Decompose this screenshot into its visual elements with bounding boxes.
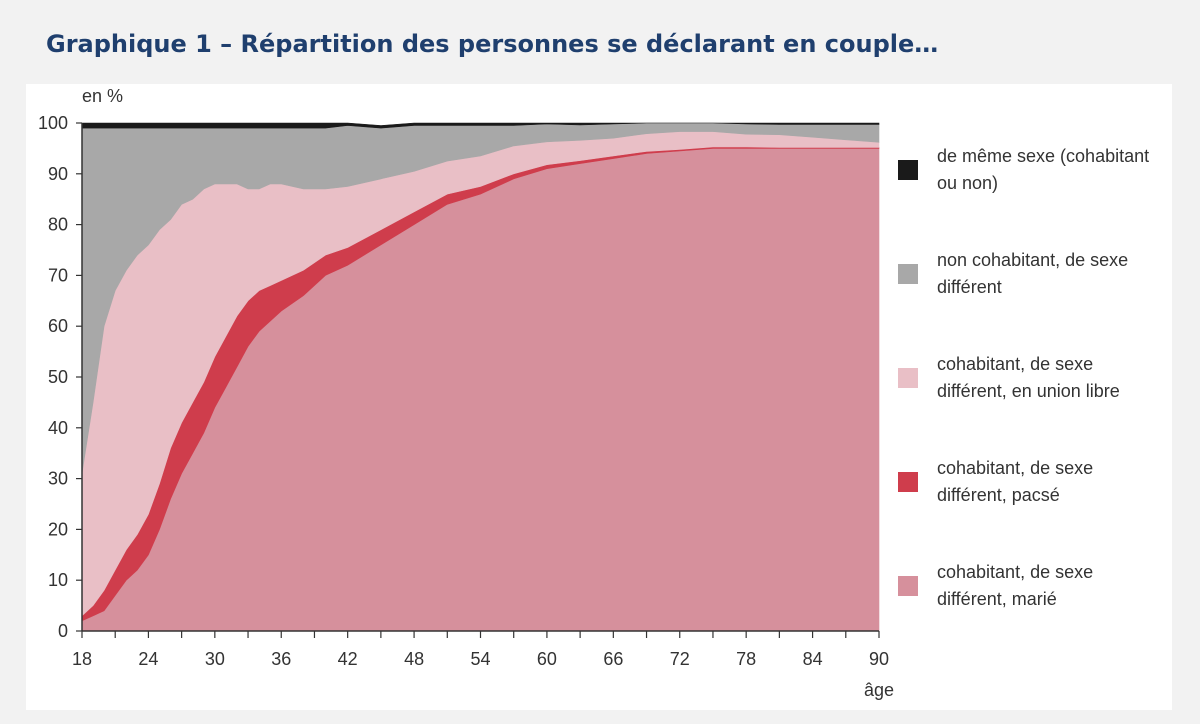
legend-swatch: [898, 160, 918, 180]
legend-item: cohabitant, de sexe différent, en union l…: [898, 354, 1120, 401]
y-tick-label: 10: [48, 570, 68, 590]
legend-swatch: [898, 264, 918, 284]
y-tick-label: 50: [48, 367, 68, 387]
legend-item: de même sexe (cohabitant ou non): [898, 146, 1149, 193]
x-tick-label: 36: [271, 649, 291, 669]
x-tick-label: 18: [72, 649, 92, 669]
x-tick-label: 72: [670, 649, 690, 669]
chart-legend: de même sexe (cohabitant ou non) non cohab…: [898, 146, 1149, 609]
y-tick-label: 80: [48, 215, 68, 235]
legend-label: différent, pacsé: [937, 485, 1060, 505]
x-tick-label: 78: [736, 649, 756, 669]
x-tick-label: 48: [404, 649, 424, 669]
x-tick-label: 54: [470, 649, 490, 669]
legend-label: ou non): [937, 173, 998, 193]
y-tick-label: 100: [38, 113, 68, 133]
legend-label: cohabitant, de sexe: [937, 458, 1093, 478]
y-tick-label: 0: [58, 621, 68, 641]
legend-swatch: [898, 368, 918, 388]
y-tick-label: 40: [48, 418, 68, 438]
y-tick-label: 90: [48, 164, 68, 184]
legend-label: non cohabitant, de sexe: [937, 250, 1128, 270]
legend-label: différent: [937, 277, 1002, 297]
area-de-meme-sexe-cohabitant-ou-non: [81, 122, 880, 129]
y-tick-label: 60: [48, 316, 68, 336]
y-tick-label: 30: [48, 469, 68, 489]
x-tick-label: 24: [138, 649, 158, 669]
area-series-group: [81, 122, 880, 632]
legend-item: non cohabitant, de sexe différent: [898, 250, 1128, 297]
x-tick-label: 66: [603, 649, 623, 669]
y-tick-label: 20: [48, 519, 68, 539]
legend-label: différent, marié: [937, 589, 1057, 609]
page-title: Graphique 1 – Répartition des personnes …: [46, 30, 939, 58]
legend-label: de même sexe (cohabitant: [937, 146, 1149, 166]
legend-label: différent, en union libre: [937, 381, 1120, 401]
x-tick-label: 84: [803, 649, 823, 669]
stacked-area-chart: 0 10 20 30 40 50 60 70 80 90 100 18 24 30 36 42 48 54 60 66…: [38, 86, 1149, 700]
x-tick-label: 42: [338, 649, 358, 669]
x-tick-label: 90: [869, 649, 889, 669]
chart-panel: 0 10 20 30 40 50 60 70 80 90 100 18 24 30 36 42 48 54 60 66…: [26, 84, 1172, 710]
legend-swatch: [898, 576, 918, 596]
y-tick-label: 70: [48, 265, 68, 285]
x-tick-label: 30: [205, 649, 225, 669]
x-tick-label: 60: [537, 649, 557, 669]
chart-axes: 0 10 20 30 40 50 60 70 80 90 100 18 24 30 36 42 48 54 60 66…: [38, 86, 894, 700]
legend-label: cohabitant, de sexe: [937, 562, 1093, 582]
legend-label: cohabitant, de sexe: [937, 354, 1093, 374]
y-axis-unit-label: en %: [82, 86, 123, 106]
x-axis-label: âge: [864, 680, 894, 700]
legend-item: cohabitant, de sexe différent, pacsé: [898, 458, 1093, 505]
legend-item: cohabitant, de sexe différent, marié: [898, 562, 1093, 609]
legend-swatch: [898, 472, 918, 492]
